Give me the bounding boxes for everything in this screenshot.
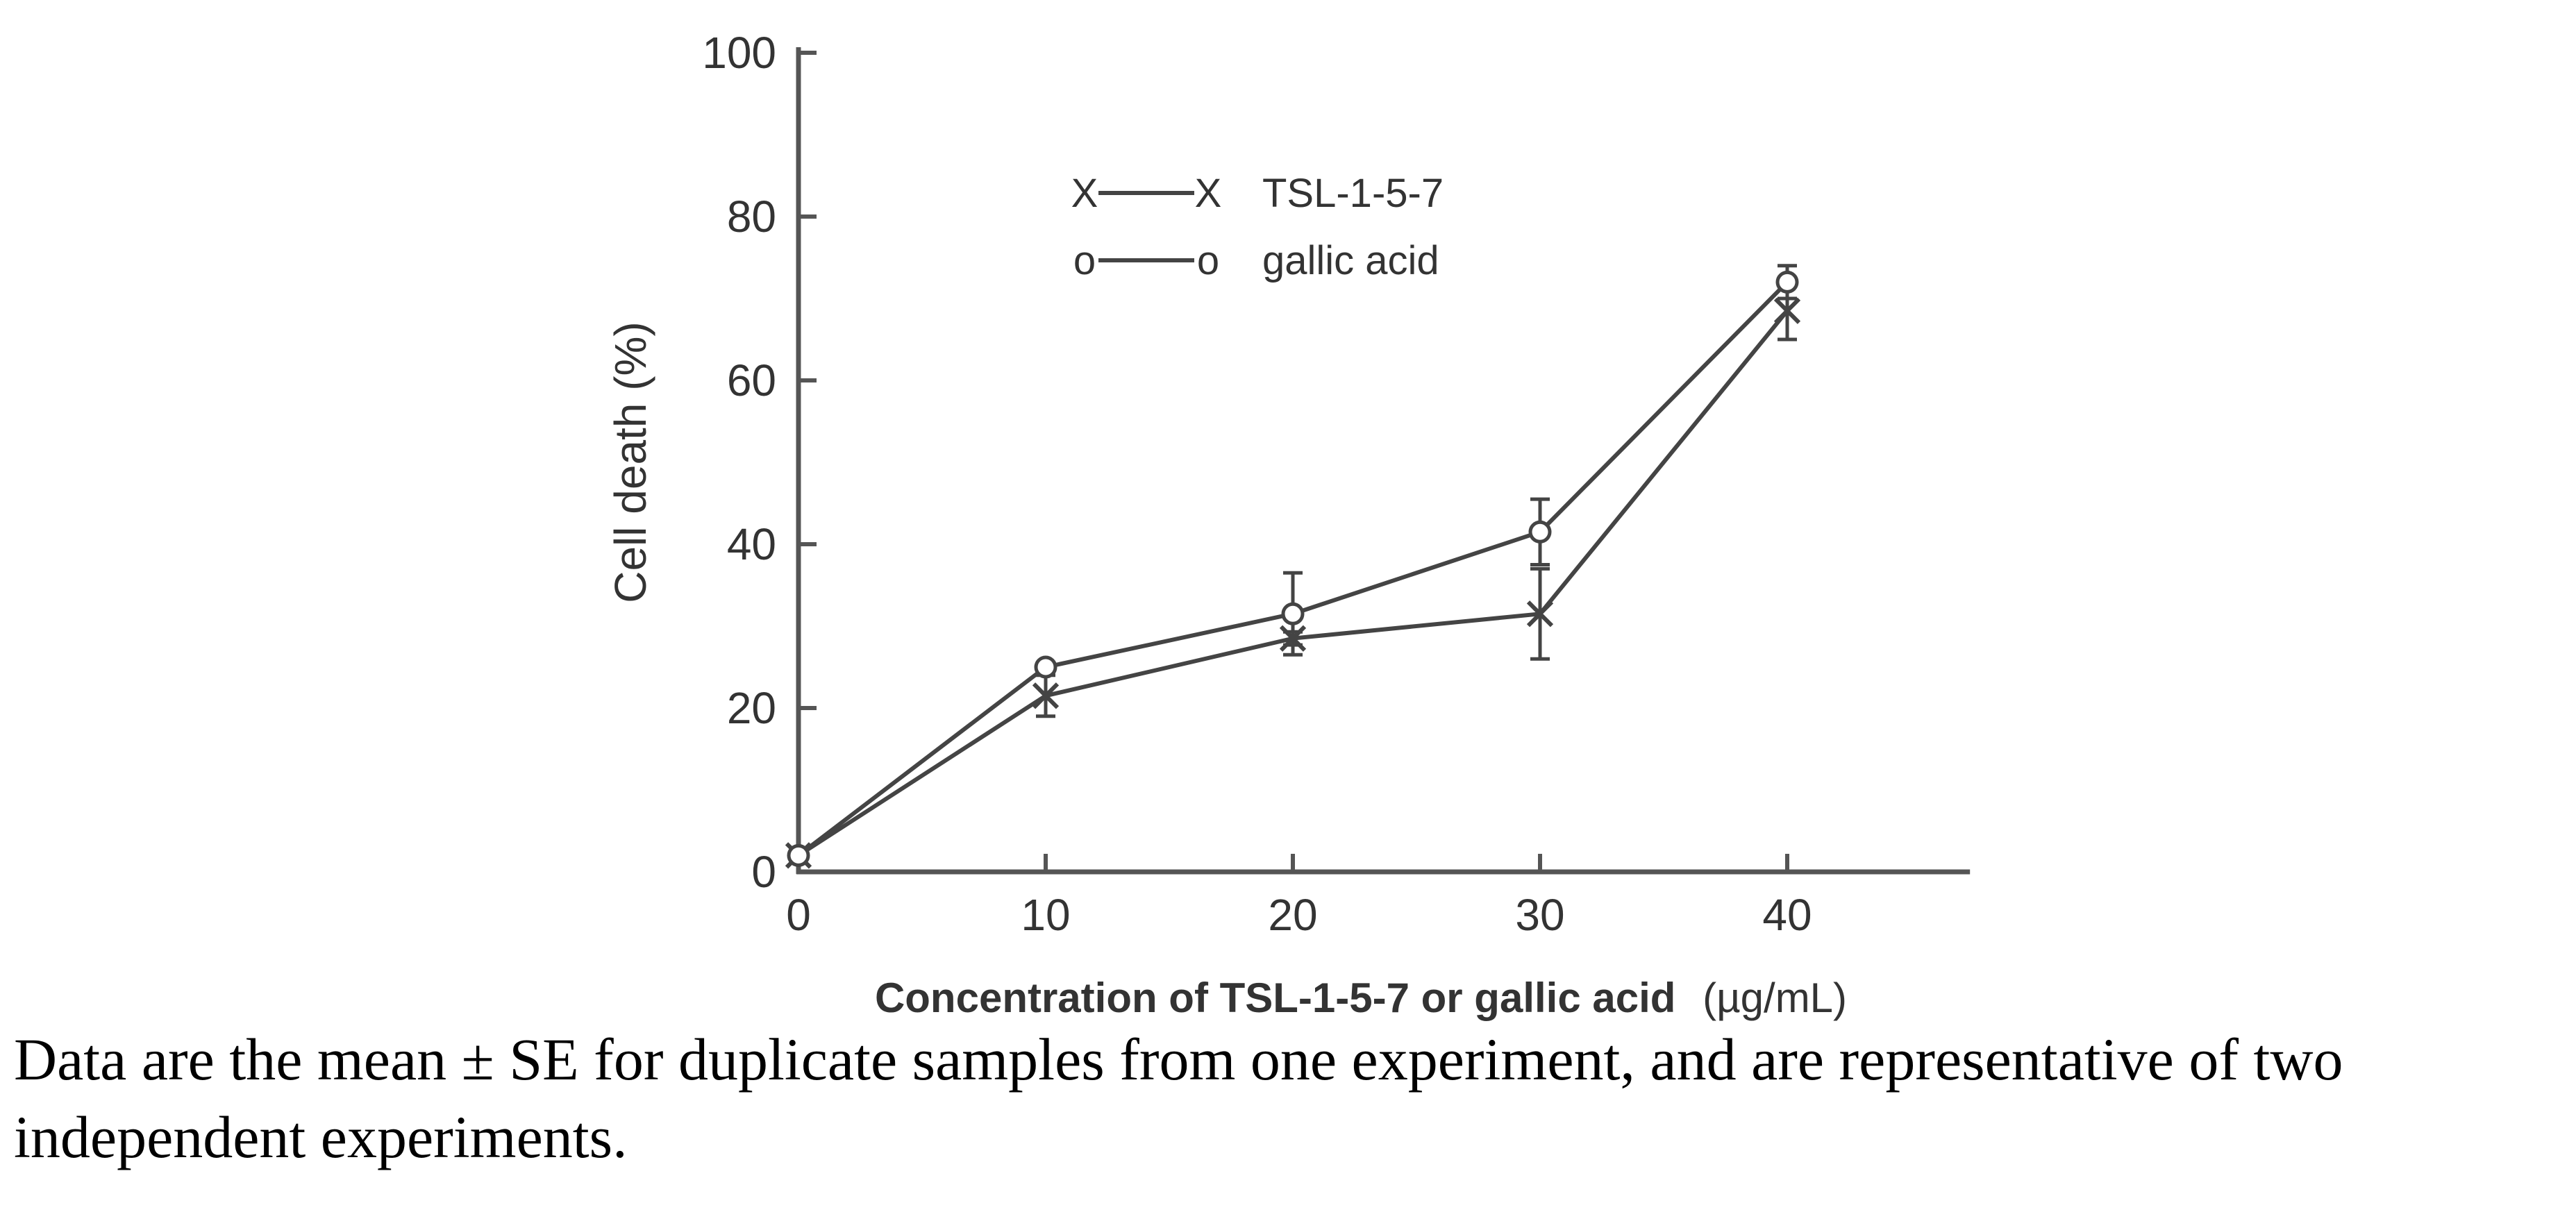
x-marker-stroke <box>1526 600 1554 628</box>
y-tick-label: 60 <box>727 355 776 405</box>
y-axis-title: Cell death (%) <box>605 321 655 603</box>
x-axis-title-unit: (µg/mL) <box>1703 975 1847 1021</box>
data-point-circle-marker <box>787 843 810 867</box>
y-tick-label: 80 <box>727 192 776 242</box>
data-point-x-marker <box>1032 682 1060 709</box>
y-tick-label: 100 <box>702 28 776 78</box>
data-point-circle-marker <box>1528 520 1552 544</box>
x-tick-label: 20 <box>1268 890 1317 940</box>
series-1 <box>787 264 1799 867</box>
x-tick-label: 30 <box>1515 890 1564 940</box>
series-layer <box>785 264 1801 869</box>
legend-marker: o <box>1073 238 1096 283</box>
y-tick-label: 0 <box>751 847 776 897</box>
x-marker-stroke <box>1032 682 1060 709</box>
data-point-circle-marker <box>1281 602 1305 625</box>
x-tick-label: 10 <box>1021 890 1070 940</box>
x-tick-label: 40 <box>1762 890 1812 940</box>
legend-label: TSL-1-5-7 <box>1262 171 1444 216</box>
legend-item: o o gallic acid <box>1073 238 1439 283</box>
data-point-circle-marker <box>1775 270 1799 294</box>
legend-label: gallic acid <box>1262 238 1439 283</box>
legend-marker: X <box>1195 171 1222 216</box>
y-ticks: 0 20 40 60 80 100 <box>702 28 817 897</box>
x-ticks: 0 10 20 30 40 <box>786 854 1812 940</box>
data-point-x-marker <box>1773 297 1801 324</box>
data-point-circle-marker <box>1034 655 1057 679</box>
y-tick-label: 20 <box>727 683 776 733</box>
figure-caption: Data are the mean ± SE for duplicate sam… <box>14 1026 2343 1170</box>
x-axis-title-main: Concentration of TSL-1-5-7 or gallic aci… <box>875 975 1675 1021</box>
legend-marker: o <box>1197 238 1219 283</box>
y-tick-label: 40 <box>727 519 776 569</box>
data-point-x-marker <box>1526 600 1554 628</box>
legend: X X TSL-1-5-7 o o gallic acid <box>1071 171 1444 283</box>
series-line <box>797 280 1789 857</box>
x-axis-title: Concentration of TSL-1-5-7 or gallic aci… <box>875 975 1847 1021</box>
legend-marker: X <box>1071 171 1098 216</box>
x-marker-stroke <box>1773 297 1801 324</box>
legend-item: X X TSL-1-5-7 <box>1071 171 1444 216</box>
x-tick-label: 0 <box>786 890 811 940</box>
